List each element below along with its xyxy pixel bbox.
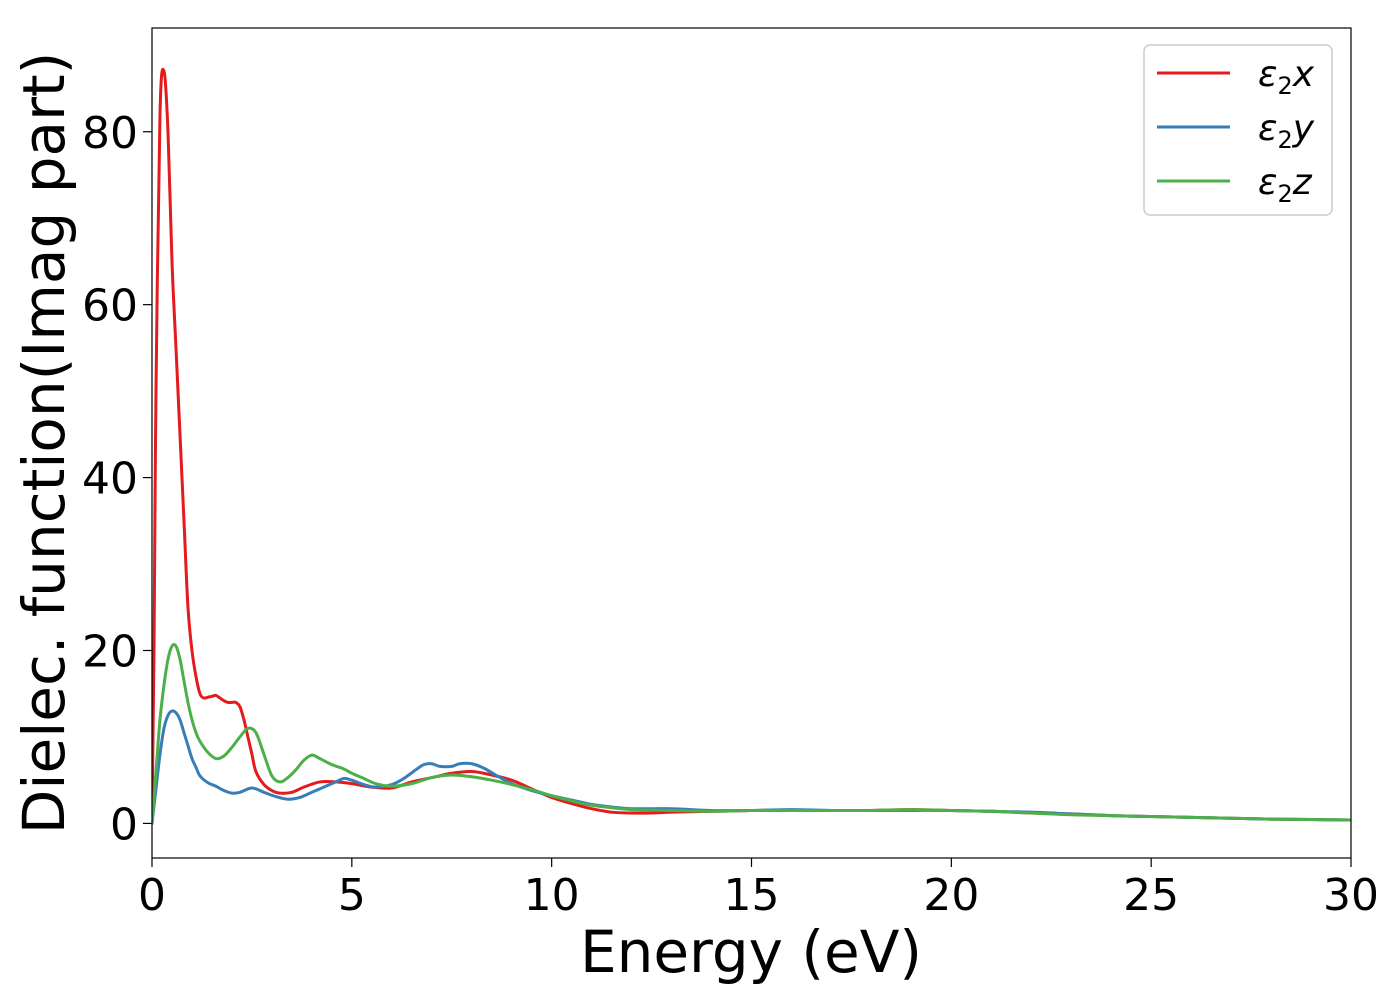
y-tick-label: 80 [82,108,138,159]
legend-label-z: ε2z [1258,162,1313,208]
legend: ε2x ε2y ε2z [1143,44,1333,216]
x-tick-label: 20 [923,870,979,921]
legend-label-y: ε2y [1258,108,1315,154]
x-tick-label: 10 [524,870,580,921]
y-tick-label: 40 [82,454,138,505]
x-tick-label: 15 [724,870,780,921]
series-line-z [152,643,1351,825]
y-axis-title: Dielec. function(Imag part) [10,52,78,835]
legend-box [1143,44,1333,216]
series-layer [152,67,1351,825]
x-tick-label: 30 [1323,870,1379,921]
y-tick-label: 0 [110,799,138,850]
x-tick-label: 0 [138,870,166,921]
y-tick-label: 20 [82,627,138,678]
x-tick-label: 5 [338,870,366,921]
legend-label-x: ε2x [1258,54,1315,100]
x-axis: 0 5 10 15 20 25 30 [138,858,1379,921]
x-tick-label: 25 [1123,870,1179,921]
x-axis-title: Energy (eV) [580,918,922,986]
y-tick-label: 60 [82,281,138,332]
y-axis: 0 20 40 60 80 [82,108,152,850]
